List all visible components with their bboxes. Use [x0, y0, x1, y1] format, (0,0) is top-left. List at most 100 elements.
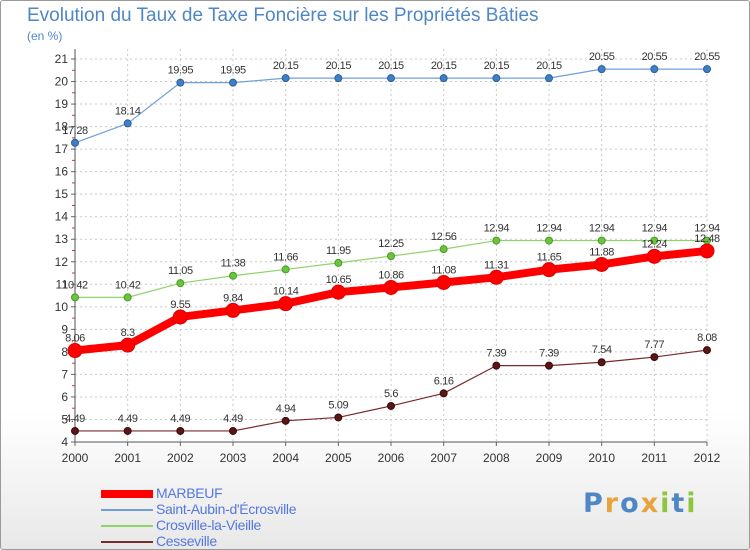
y-tick-label: 7: [61, 367, 68, 381]
logo-letter: r: [604, 488, 621, 519]
x-tick-label: 2004: [272, 451, 299, 465]
data-point: [334, 413, 343, 422]
data-label: 12.94: [589, 223, 615, 235]
data-point: [123, 119, 132, 128]
data-point: [492, 236, 501, 245]
data-label: 20.15: [326, 60, 352, 72]
data-label: 20.15: [273, 60, 299, 72]
data-point: [120, 337, 136, 353]
data-label: 20.15: [378, 60, 404, 72]
data-label: 7.39: [539, 348, 559, 360]
data-label: 18.14: [115, 105, 141, 117]
data-point: [225, 302, 241, 318]
chart-title: Evolution du Taux de Taxe Foncière sur l…: [27, 5, 539, 26]
data-point: [334, 74, 343, 83]
data-point: [650, 353, 659, 362]
data-label: 4.49: [223, 413, 243, 425]
data-label: 20.55: [589, 51, 615, 63]
data-label: 7.39: [486, 348, 506, 360]
data-label: 20.15: [484, 60, 510, 72]
logo-letter: P: [583, 488, 605, 519]
data-point: [172, 309, 188, 325]
data-point: [699, 243, 715, 259]
data-point: [281, 265, 290, 274]
data-label: 19.95: [220, 65, 246, 77]
data-point: [278, 296, 294, 312]
data-point: [597, 358, 606, 367]
data-point: [650, 236, 659, 245]
data-label: 7.77: [644, 339, 664, 351]
data-label: 8.08: [697, 332, 717, 344]
data-point: [492, 361, 501, 370]
data-point: [594, 256, 610, 272]
y-tick-label: 6: [61, 390, 68, 404]
data-point: [439, 245, 448, 254]
data-point: [123, 293, 132, 302]
data-label: 20.15: [536, 60, 562, 72]
y-tick-label: 9: [61, 322, 68, 336]
x-tick-label: 2008: [483, 451, 510, 465]
data-label: 12.94: [642, 223, 668, 235]
data-point: [383, 279, 399, 295]
data-point: [703, 346, 711, 355]
y-tick-label: 13: [55, 232, 69, 246]
y-tick-label: 12: [55, 255, 69, 269]
y-tick-label: 15: [55, 187, 69, 201]
data-point: [334, 258, 343, 267]
data-label: 11.66: [273, 251, 298, 263]
data-point: [703, 65, 711, 74]
data-point: [387, 74, 395, 83]
x-tick-label: 2011: [641, 451, 667, 465]
legend-swatch: [101, 490, 153, 498]
data-label: 5.6: [384, 388, 398, 400]
y-tick-label: 8: [61, 345, 68, 359]
data-point: [281, 416, 290, 425]
x-tick-label: 2009: [536, 451, 563, 465]
data-label: 10.86: [378, 269, 404, 281]
y-tick-label: 20: [55, 75, 69, 89]
data-label: 4.49: [65, 413, 85, 425]
x-tick-label: 2005: [325, 451, 352, 465]
y-tick-label: 10: [55, 300, 69, 314]
data-label: 9.84: [223, 292, 243, 304]
logo-letter: o: [620, 488, 641, 519]
data-point: [650, 65, 659, 74]
data-point: [71, 426, 79, 435]
data-label: 12.48: [694, 233, 720, 245]
data-point: [545, 74, 553, 83]
legend-swatch: [101, 541, 153, 543]
chart-unit-label: (en %): [27, 29, 63, 43]
data-label: 10.42: [115, 279, 141, 291]
data-label: 4.49: [118, 413, 138, 425]
data-point: [176, 78, 185, 87]
data-label: 11.38: [221, 258, 246, 270]
data-point: [387, 401, 395, 410]
x-tick-label: 2006: [378, 451, 405, 465]
legend-swatch: [101, 525, 153, 527]
data-label: 4.49: [170, 413, 190, 425]
y-tick-label: 19: [55, 97, 69, 111]
x-tick-label: 2001: [114, 451, 141, 465]
data-label: 12.24: [642, 238, 668, 250]
legend-label: Saint-Aubin-d'Écrosville: [156, 501, 297, 517]
data-label: 4.94: [276, 403, 296, 415]
legend-label: Cesseville: [156, 533, 217, 549]
x-tick-label: 2007: [430, 451, 457, 465]
data-point: [439, 74, 448, 83]
proxiti-logo: Proxiti: [583, 488, 698, 519]
legend-label: MARBEUF: [156, 485, 223, 501]
data-label: 20.55: [642, 51, 668, 63]
data-label: 19.95: [168, 65, 194, 77]
data-point: [176, 279, 185, 288]
logo-letter: i: [660, 488, 672, 519]
data-point: [436, 274, 452, 290]
data-label: 12.56: [431, 231, 457, 243]
data-label: 7.54: [592, 344, 612, 356]
data-point: [387, 252, 395, 261]
data-point: [229, 78, 237, 87]
y-tick-label: 18: [55, 120, 69, 134]
y-tick-label: 14: [55, 210, 69, 224]
data-label: 6.16: [434, 375, 454, 387]
